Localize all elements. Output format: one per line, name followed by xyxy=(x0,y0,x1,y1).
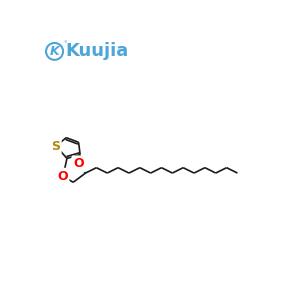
Text: O: O xyxy=(57,169,68,183)
Text: °: ° xyxy=(64,41,67,47)
Text: K: K xyxy=(50,45,59,58)
Text: Kuujia: Kuujia xyxy=(65,42,129,60)
Text: O: O xyxy=(73,157,84,170)
Text: S: S xyxy=(51,140,60,153)
